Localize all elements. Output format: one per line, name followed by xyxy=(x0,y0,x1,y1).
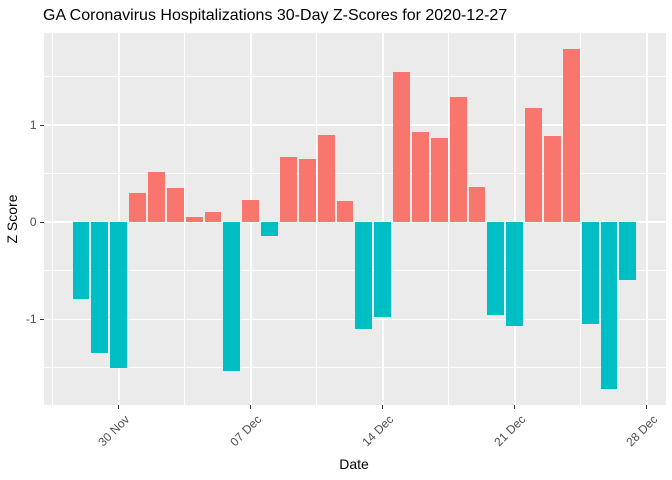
y-axis-title: Z Score xyxy=(4,194,20,244)
gridline-minor-vertical xyxy=(448,32,450,405)
gridline-minor-horizontal xyxy=(43,270,666,272)
gridline-major-horizontal xyxy=(43,124,666,126)
gridline-minor-horizontal xyxy=(43,76,666,77)
plot-panel xyxy=(43,32,666,405)
x-tick-mark xyxy=(514,405,516,409)
bar-2020-12-19 xyxy=(468,187,486,223)
y-tick-mark xyxy=(39,318,44,320)
bar-2020-12-13 xyxy=(355,222,373,329)
x-tick-label: 21 Dec xyxy=(491,412,528,450)
bar-2020-12-01 xyxy=(129,193,146,223)
bar-2020-11-30 xyxy=(110,222,128,368)
bar-2020-12-21 xyxy=(506,222,524,327)
bar-2020-12-07 xyxy=(242,199,260,223)
bar-2020-12-03 xyxy=(166,188,184,223)
bar-2020-12-16 xyxy=(411,131,429,223)
x-tick-label: 28 Dec xyxy=(623,412,660,450)
x-axis-title-text: Date xyxy=(339,456,369,472)
bar-2020-12-04 xyxy=(185,217,203,223)
bar-2020-12-23 xyxy=(543,135,561,223)
bar-2020-12-14 xyxy=(374,222,392,318)
x-tick-mark xyxy=(646,405,648,409)
bar-2020-12-26 xyxy=(600,222,618,390)
bar-2020-12-05 xyxy=(204,211,222,223)
bar-2020-12-15 xyxy=(393,71,410,223)
bar-2020-12-12 xyxy=(336,200,354,223)
gridline-major-vertical xyxy=(645,32,648,405)
bar-2020-11-28 xyxy=(72,222,90,299)
gridline-major-vertical xyxy=(117,32,120,405)
y-tick-label: 1 xyxy=(29,118,37,133)
bar-2020-11-29 xyxy=(91,222,109,354)
bar-2020-12-08 xyxy=(261,222,278,236)
chart-title: GA Coronavirus Hospitalizations 30-Day Z… xyxy=(43,7,508,24)
bar-2020-12-06 xyxy=(223,222,241,371)
gridline-minor-vertical xyxy=(184,32,186,405)
bar-2020-12-20 xyxy=(487,222,505,316)
bar-2020-12-11 xyxy=(317,134,335,223)
bar-2020-12-17 xyxy=(430,137,448,223)
x-tick-mark xyxy=(118,405,120,409)
gridline-major-horizontal xyxy=(43,318,666,321)
bar-2020-12-10 xyxy=(298,159,316,223)
x-tick-label: 14 Dec xyxy=(359,412,396,450)
x-axis-title: Date xyxy=(0,456,672,472)
gridline-major-horizontal xyxy=(43,221,666,223)
gridline-minor-vertical xyxy=(52,32,54,405)
bar-2020-12-24 xyxy=(562,49,580,223)
gridline-minor-horizontal xyxy=(43,367,666,369)
gridline-major-vertical xyxy=(513,32,516,405)
gridline-minor-vertical xyxy=(316,32,318,405)
x-tick-mark xyxy=(382,405,384,409)
y-tick-mark xyxy=(39,124,44,126)
y-tick-mark xyxy=(39,221,44,223)
bar-2020-12-02 xyxy=(147,171,165,223)
x-tick-label: 30 Nov xyxy=(95,412,132,450)
y-tick-label: -1 xyxy=(25,312,37,327)
bar-2020-12-09 xyxy=(279,157,297,223)
gridline-minor-horizontal xyxy=(43,173,666,175)
bar-2020-12-27 xyxy=(619,222,637,281)
x-tick-label: 07 Dec xyxy=(227,412,264,450)
gridline-major-vertical xyxy=(381,32,384,405)
x-tick-mark xyxy=(250,405,252,409)
gridline-minor-vertical xyxy=(580,32,582,405)
bar-2020-12-18 xyxy=(449,96,467,223)
bar-2020-12-22 xyxy=(525,107,542,223)
bar-2020-12-25 xyxy=(581,222,599,325)
y-tick-label: 0 xyxy=(29,215,37,230)
